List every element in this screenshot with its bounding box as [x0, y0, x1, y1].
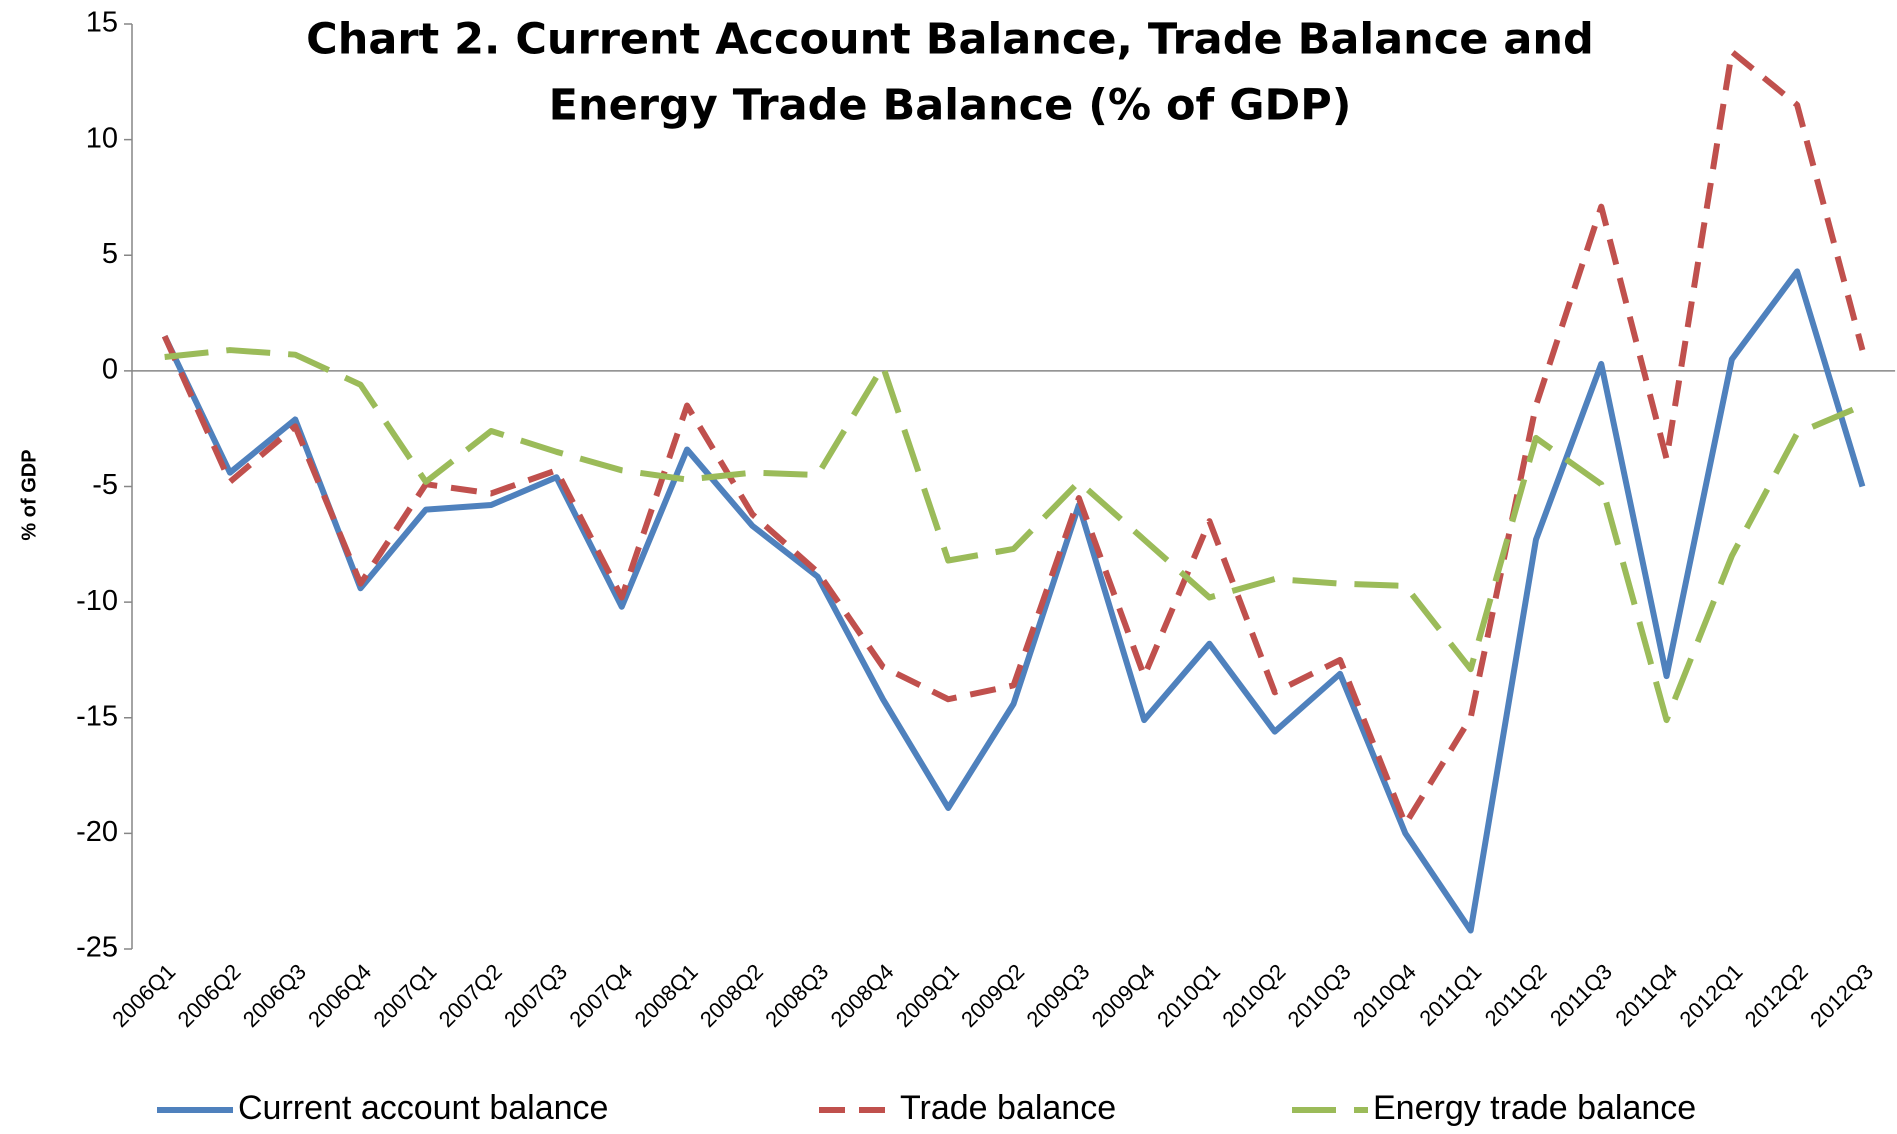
- x-tick-label: 2011Q4: [1610, 959, 1682, 1031]
- x-tick-label: 2006Q3: [238, 959, 311, 1032]
- x-tick-label: 2012Q1: [1674, 959, 1747, 1032]
- x-tick-label: 2006Q2: [173, 959, 246, 1032]
- x-tick-label: 2010Q4: [1348, 959, 1421, 1032]
- series-line: [164, 347, 1864, 724]
- x-tick-label: 2007Q2: [434, 959, 507, 1032]
- y-tick-label: -20: [76, 816, 118, 848]
- legend-label: Current account balance: [238, 1089, 608, 1127]
- legend-label: Energy trade balance: [1373, 1089, 1696, 1127]
- x-tick-label: 2011Q1: [1414, 959, 1486, 1031]
- x-tick-label: 2009Q2: [956, 959, 1029, 1032]
- x-tick-label: 2006Q1: [107, 959, 180, 1032]
- x-tick-label: 2010Q1: [1152, 959, 1225, 1032]
- x-tick-label: 2007Q1: [368, 959, 441, 1032]
- x-tick-label: 2011Q2: [1480, 959, 1552, 1031]
- x-tick-label: 2009Q3: [1021, 959, 1094, 1032]
- x-tick-label: 2007Q4: [564, 959, 637, 1032]
- legend-label: Trade balance: [900, 1089, 1116, 1127]
- x-tick-label: 2008Q1: [630, 959, 703, 1032]
- x-tick-label: 2008Q2: [695, 959, 768, 1032]
- x-tick-label: 2008Q3: [760, 959, 833, 1032]
- chart-title: Energy Trade Balance (% of GDP): [549, 81, 1352, 131]
- y-axis-label: % of GDP: [18, 449, 40, 540]
- x-tick-label: 2010Q2: [1217, 959, 1290, 1032]
- y-tick-label: 0: [102, 354, 118, 386]
- x-tick-label: 2011Q3: [1545, 959, 1617, 1031]
- y-tick-label: -15: [76, 700, 118, 732]
- y-tick-label: -5: [92, 469, 118, 501]
- y-tick-label: -10: [76, 585, 118, 617]
- x-tick-label: 2010Q3: [1283, 959, 1356, 1032]
- x-tick-label: 2006Q4: [303, 959, 376, 1032]
- x-tick-label: 2008Q4: [826, 959, 899, 1032]
- y-tick-label: 10: [86, 122, 118, 154]
- x-tick-label: 2012Q2: [1740, 959, 1813, 1032]
- x-tick-label: 2009Q1: [891, 959, 964, 1032]
- chart-title: Chart 2. Current Account Balance, Trade …: [306, 15, 1594, 65]
- x-tick-label: 2009Q4: [1087, 959, 1160, 1032]
- y-tick-label: -25: [76, 932, 118, 964]
- series-line: [161, 268, 1866, 934]
- x-tick-label: 2012Q3: [1805, 959, 1878, 1032]
- x-tick-label: 2007Q3: [499, 959, 572, 1032]
- y-tick-label: 5: [102, 238, 118, 270]
- y-tick-label: 15: [86, 7, 118, 39]
- series-line: [161, 48, 1866, 828]
